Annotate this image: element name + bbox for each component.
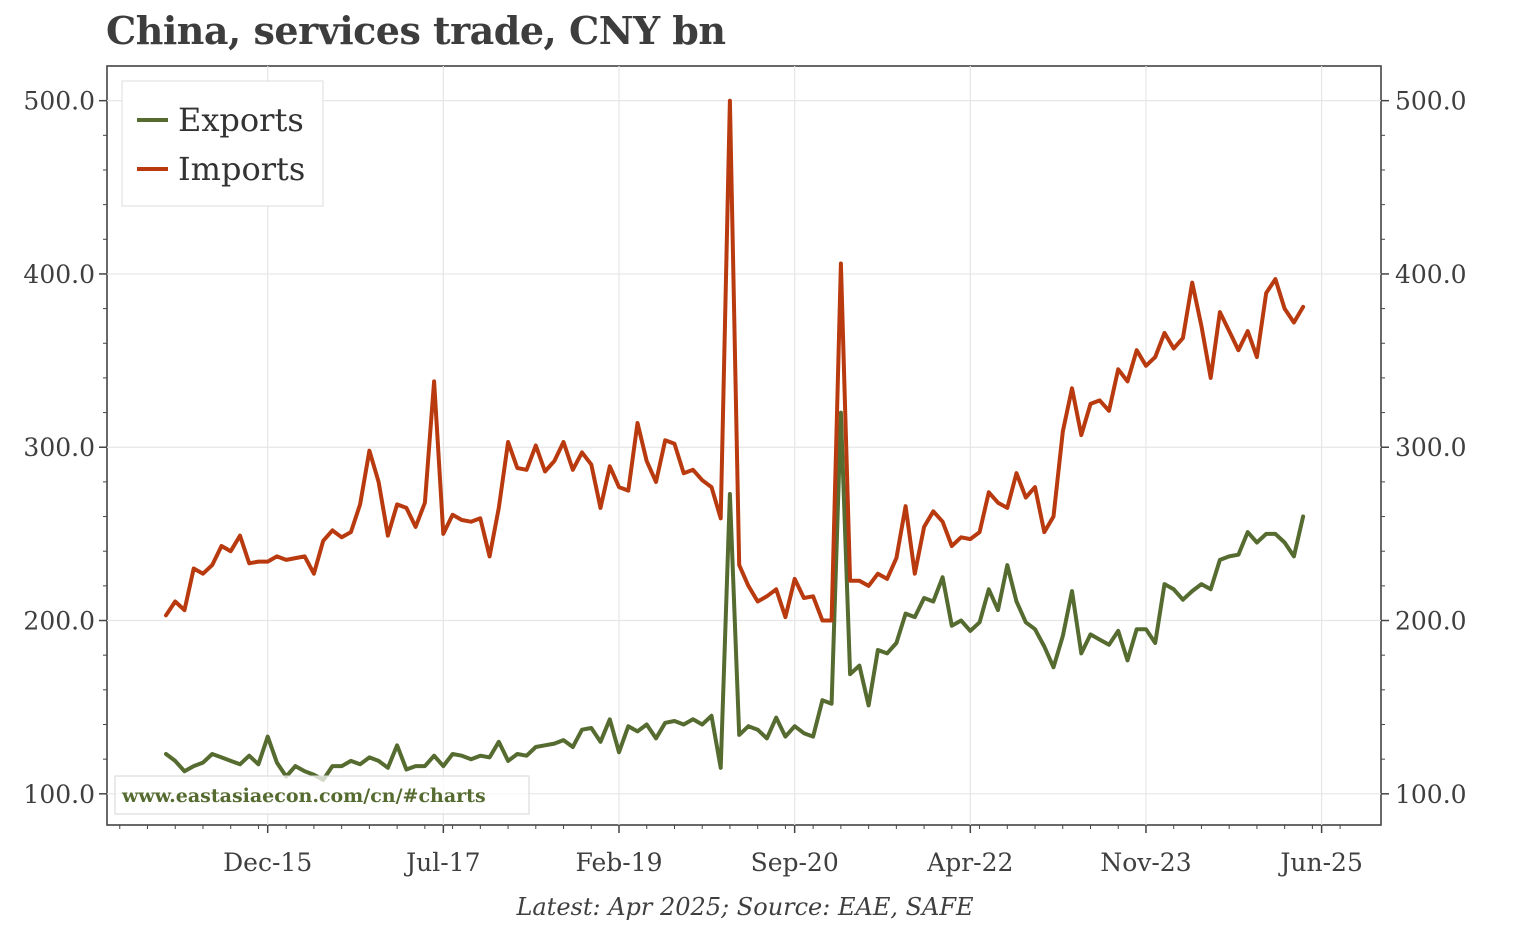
- y-tick-label-left: 400.0: [23, 260, 95, 289]
- series-line-exports: [164, 410, 1306, 782]
- legend: Exports Imports: [121, 80, 324, 207]
- chart-title: China, services trade, CNY bn: [106, 8, 726, 53]
- legend-frame: [121, 80, 324, 207]
- watermark-text: www.eastasiaecon.com/cn/#charts: [121, 785, 486, 807]
- y-tick-label-left: 100.0: [23, 780, 95, 809]
- series-line-imports: [164, 98, 1306, 623]
- x-tick-label: Jul-17: [403, 848, 480, 877]
- x-tick-label: Sep-20: [751, 848, 839, 877]
- plot-frame: [106, 65, 1382, 826]
- y-tick-label-left: 200.0: [23, 607, 95, 636]
- x-tick-label: Jun-25: [1277, 848, 1362, 877]
- y-tick-label-left: 500.0: [23, 87, 95, 116]
- y-tick-label-right: 300.0: [1395, 433, 1467, 462]
- y-tick-label-right: 400.0: [1395, 260, 1467, 289]
- y-tick-label-right: 100.0: [1395, 780, 1467, 809]
- axis-layer: 100.0 100.0 200.0 200.0 300.0 300.0 400.0 400.0…: [23, 87, 1466, 877]
- source-note: Latest: Apr 2025; Source: EAE, SAFE: [516, 893, 974, 921]
- y-tick-label-left: 300.0: [23, 433, 95, 462]
- x-tick-label: Apr-22: [926, 848, 1013, 877]
- y-tick-label-right: 200.0: [1395, 607, 1467, 636]
- series-layer: [164, 98, 1306, 782]
- legend-label-imports: Imports: [178, 150, 305, 188]
- x-tick-label: Feb-19: [575, 848, 662, 877]
- watermark-box: [114, 775, 530, 815]
- y-tick-label-right: 500.0: [1395, 87, 1467, 116]
- watermark: www.eastasiaecon.com/cn/#charts: [114, 775, 530, 815]
- x-tick-label: Dec-15: [223, 848, 312, 877]
- legend-label-exports: Exports: [178, 101, 304, 139]
- x-tick-label: Nov-23: [1100, 848, 1191, 877]
